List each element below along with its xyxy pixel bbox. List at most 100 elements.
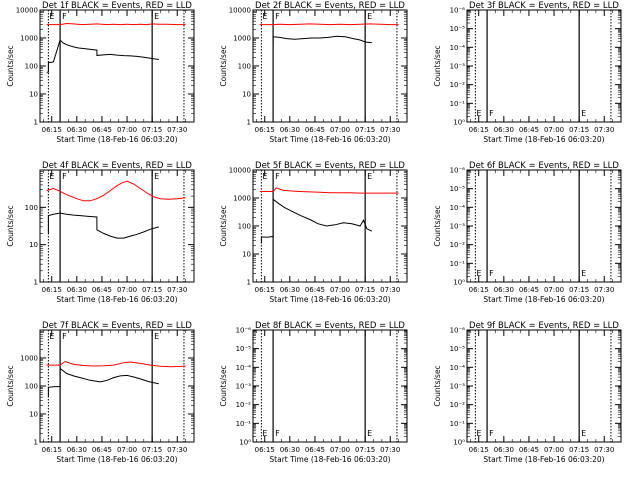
chart-title: Det 7f BLACK = Events, RED = LLD [42, 321, 192, 331]
x-tick-label: 07:15 [355, 126, 375, 134]
x-axis-label: Start Time (18-Feb-16 06:03:20) [269, 455, 390, 464]
y-tick-label: 10⁻² [450, 401, 466, 409]
x-tick-label: 06:45 [92, 446, 112, 454]
x-tick-label: 06:45 [305, 126, 325, 134]
chart-title: Det 3f BLACK = Events, RED = LLD [469, 1, 619, 11]
x-tick-label: 07:30 [380, 446, 400, 454]
end-marker-label: E [367, 12, 372, 21]
plot-frame [252, 9, 408, 123]
x-tick-label: 06:45 [305, 286, 325, 294]
plot-frame [466, 329, 622, 443]
x-tick-label: 06:45 [92, 286, 112, 294]
chart-panel-6: Det 6f BLACK = Events, RED = LLD 10⁰ 10⁻¹ 1… [433, 161, 622, 304]
flare-marker-label: F [275, 429, 280, 438]
end-marker-label: E [367, 172, 372, 181]
y-tick-label: 1000 [233, 195, 251, 203]
y-tick-label: 10⁻⁶ [450, 7, 466, 15]
y-tick-label: 100 [238, 223, 251, 231]
flare-marker-label: F [62, 12, 67, 21]
x-tick-label: 07:00 [330, 446, 350, 454]
y-axis-label: Counts/sec [433, 205, 442, 246]
y-tick-label: 10⁻³ [450, 63, 466, 71]
x-tick-label: 07:15 [355, 446, 375, 454]
x-tick-label: 07:00 [117, 286, 137, 294]
chart-panel-1: Det 1f BLACK = Events, RED = LLD 1 10 100 10… [6, 1, 195, 144]
x-tick-label: 06:30 [494, 126, 514, 134]
x-tick-label: 06:15 [469, 446, 489, 454]
x-tick-label: 07:00 [544, 126, 564, 134]
chart-title: Det 6f BLACK = Events, RED = LLD [469, 161, 619, 171]
chart-title: Det 5f BLACK = Events, RED = LLD [255, 161, 405, 171]
x-axis-label: Start Time (18-Feb-16 06:03:20) [483, 455, 604, 464]
y-tick-label: 1 [34, 439, 38, 447]
start-marker-label: E [476, 429, 481, 438]
chart-panel-4: Det 4f BLACK = Events, RED = LLD 1 10 100 Co… [6, 161, 195, 304]
y-tick-label: 10⁻² [450, 81, 466, 89]
y-axis-label: Counts/sec [219, 205, 228, 246]
x-tick-label: 06:15 [469, 126, 489, 134]
x-tick-label: 06:45 [519, 446, 539, 454]
start-marker-label: E [49, 172, 54, 181]
x-tick-label: 06:30 [67, 126, 87, 134]
plot-frame [252, 329, 408, 443]
y-tick-label: 10⁻¹ [236, 420, 252, 428]
x-tick-label: 07:30 [594, 286, 614, 294]
events-series-line [272, 35, 372, 45]
y-tick-label: 100 [238, 63, 251, 71]
x-tick-label: 06:45 [519, 286, 539, 294]
flare-marker-label: F [489, 269, 494, 278]
y-tick-label: 10⁻⁴ [236, 364, 252, 372]
y-tick-label: 100 [25, 383, 38, 391]
y-tick-label: 1000 [20, 355, 38, 363]
x-tick-label: 07:30 [167, 446, 187, 454]
y-tick-label: 10 [29, 411, 38, 419]
chart-title: Det 8f BLACK = Events, RED = LLD [255, 321, 405, 331]
x-axis-label: Start Time (18-Feb-16 06:03:20) [483, 295, 604, 304]
x-tick-label: 07:30 [167, 126, 187, 134]
y-tick-label: 100 [25, 204, 38, 212]
x-tick-label: 07:00 [117, 446, 137, 454]
x-tick-label: 07:00 [330, 126, 350, 134]
end-marker-label: E [367, 429, 372, 438]
y-tick-label: 1 [34, 119, 38, 127]
chart-panel-5: Det 5f BLACK = Events, RED = LLD 1 10 100 10… [219, 161, 408, 304]
events-series-line [47, 212, 159, 239]
y-tick-label: 10⁻⁶ [236, 327, 252, 335]
start-marker-label: E [476, 109, 481, 118]
x-tick-label: 06:30 [280, 126, 300, 134]
chart-panel-7: Det 7f BLACK = Events, RED = LLD 1 10 100 10… [6, 321, 195, 464]
x-tick-label: 07:00 [330, 286, 350, 294]
x-tick-label: 07:15 [569, 286, 589, 294]
start-marker-label: E [49, 332, 54, 341]
y-axis-label: Counts/sec [6, 365, 15, 406]
y-tick-label: 100 [25, 63, 38, 71]
chart-panel-9: Det 9f BLACK = Events, RED = LLD 10⁰ 10⁻¹ 1… [433, 321, 622, 464]
x-tick-label: 06:30 [67, 286, 87, 294]
x-tick-label: 06:45 [92, 126, 112, 134]
y-tick-label: 10⁻³ [236, 383, 252, 391]
y-tick-label: 10⁻⁴ [450, 204, 466, 212]
x-axis-label: Start Time (18-Feb-16 06:03:20) [56, 295, 177, 304]
end-marker-label: E [581, 429, 586, 438]
y-tick-label: 10 [29, 91, 38, 99]
start-marker-label: E [49, 12, 54, 21]
x-tick-label: 06:30 [67, 446, 87, 454]
y-tick-label: 1 [247, 279, 251, 287]
chart-panel-2: Det 2f BLACK = Events, RED = LLD 1 10 100 10… [219, 1, 408, 144]
chart-title: Det 9f BLACK = Events, RED = LLD [469, 321, 619, 331]
x-tick-label: 06:15 [255, 286, 275, 294]
lld-series-line [46, 360, 186, 368]
plot-frame [466, 169, 622, 283]
chart-title: Det 2f BLACK = Events, RED = LLD [255, 1, 405, 11]
y-tick-label: 10 [242, 91, 251, 99]
x-axis-label: Start Time (18-Feb-16 06:03:20) [56, 135, 177, 144]
y-tick-label: 10⁻¹ [450, 260, 466, 268]
x-tick-label: 07:15 [355, 286, 375, 294]
events-series-line [46, 39, 159, 73]
y-tick-label: 1000 [20, 35, 38, 43]
x-tick-label: 07:15 [142, 286, 162, 294]
y-axis-label: Counts/sec [6, 45, 15, 86]
y-tick-label: 10⁰ [453, 119, 465, 127]
y-tick-label: 1 [34, 279, 38, 287]
